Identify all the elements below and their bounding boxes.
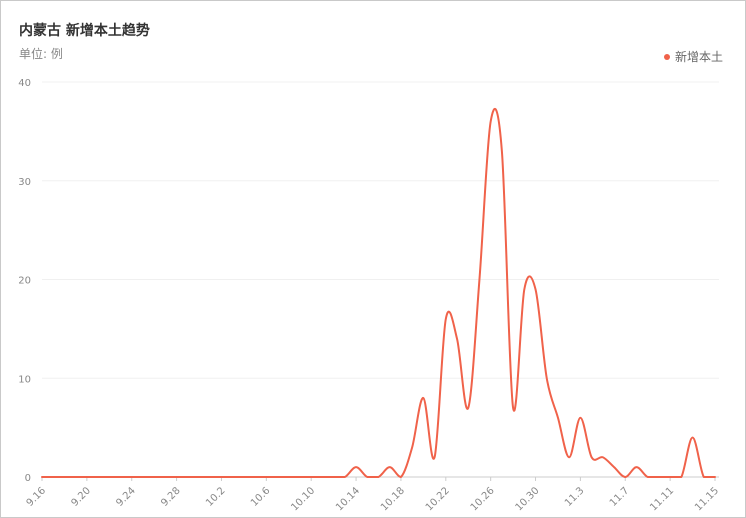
x-tick-label: 9.20: [69, 485, 93, 509]
x-tick-label: 10.30: [514, 485, 542, 513]
series-line-新增本土: [41, 108, 716, 479]
y-tick-label: 30: [18, 177, 31, 188]
x-tick-label: 10.22: [424, 485, 452, 513]
x-tick-label: 10.18: [379, 485, 407, 513]
y-tick-label: 10: [18, 374, 31, 385]
x-tick-label: 10.14: [334, 485, 362, 513]
x-tick-label: 11.3: [563, 485, 587, 509]
x-tick-label: 11.7: [608, 485, 632, 509]
x-tick-label: 9.24: [114, 485, 138, 509]
x-tick-label: 11.11: [648, 485, 676, 513]
y-tick-label: 40: [18, 78, 31, 89]
x-tick-label: 10.10: [289, 485, 317, 513]
x-tick-label: 10.26: [469, 485, 497, 513]
x-tick-label: 9.16: [25, 485, 49, 509]
x-tick-label: 10.6: [249, 485, 273, 509]
y-tick-label: 20: [18, 276, 31, 287]
unit-label: 单位: 例: [19, 47, 63, 61]
y-tick-label: 0: [25, 473, 31, 484]
x-tick-label: 10.2: [204, 485, 228, 509]
x-tick-label: 11.15: [693, 485, 721, 513]
legend-dot-icon: [663, 53, 670, 60]
legend-label: 新增本土: [674, 50, 723, 64]
chart-title: 内蒙古 新增本土趋势: [19, 23, 150, 39]
x-tick-label: 9.28: [159, 485, 183, 509]
legend[interactable]: 新增本土: [663, 48, 723, 65]
